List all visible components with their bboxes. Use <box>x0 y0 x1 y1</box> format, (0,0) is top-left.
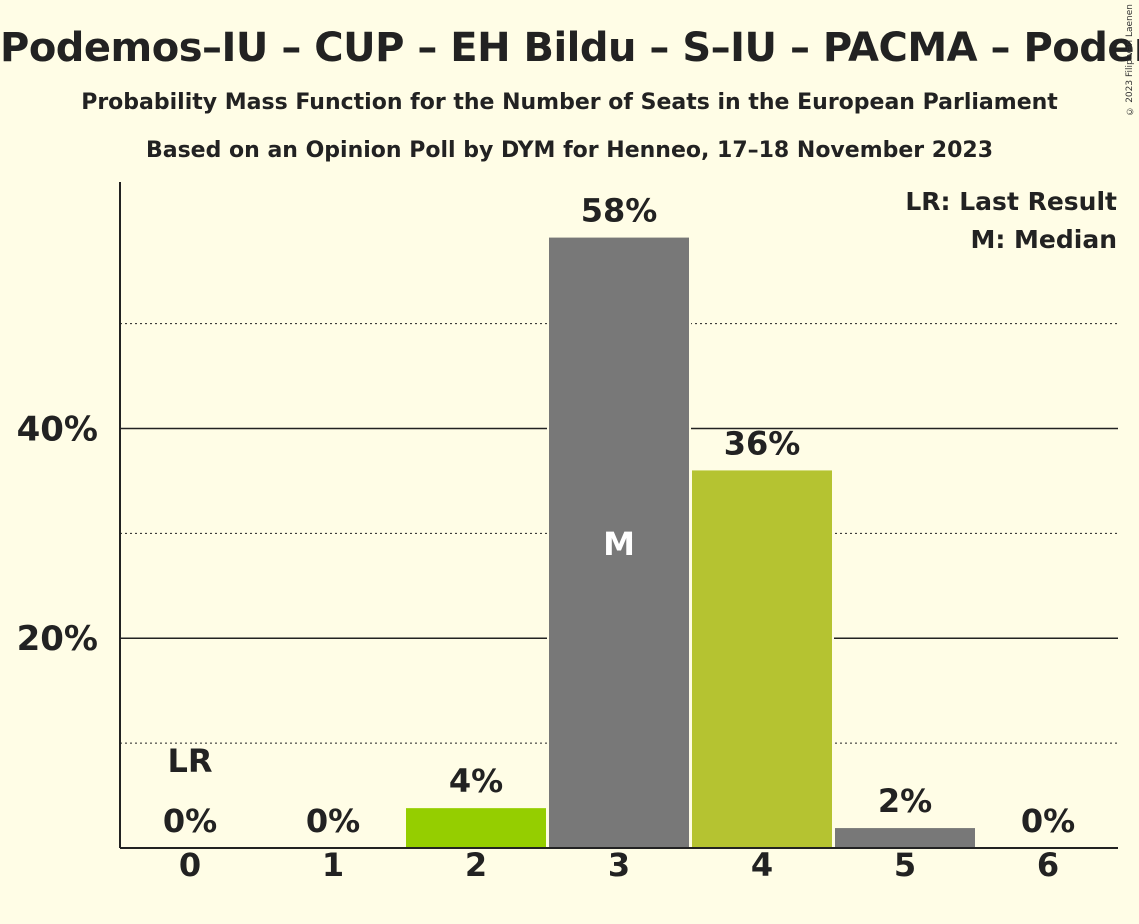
labels: 20% 40% 0% 0 0% 1 4% 2 58% 3 36% 4 2% 5 0% 6 M LR <box>17 192 1076 884</box>
x-tick-label: 4 <box>751 846 773 884</box>
x-tick-label: 2 <box>465 846 487 884</box>
chart-title: Podemos–IU – CUP – EH Bildu – S–IU – PAC… <box>0 25 1139 71</box>
axes <box>119 182 1118 849</box>
x-tick-label: 3 <box>608 846 630 884</box>
value-label: 2% <box>878 782 932 820</box>
last-result-marker: LR <box>167 742 212 780</box>
legend: LR: Last Result M: Median <box>905 187 1117 254</box>
y-tick-label: 40% <box>17 409 98 449</box>
chart-subtitle-source: Based on an Opinion Poll by DYM for Henn… <box>145 138 994 163</box>
x-tick-label: 5 <box>894 846 916 884</box>
value-label: 36% <box>724 424 801 462</box>
value-label: 0% <box>163 802 217 840</box>
median-marker: M <box>603 525 635 563</box>
x-tick-label: 1 <box>322 846 344 884</box>
x-tick-label: 6 <box>1037 846 1059 884</box>
legend-entry: LR: Last Result <box>905 187 1117 216</box>
legend-entry: M: Median <box>970 225 1117 254</box>
value-label: 4% <box>449 762 503 800</box>
chart-subtitle: Probability Mass Function for the Number… <box>81 90 1058 115</box>
bar-2 <box>406 808 546 848</box>
bar-5 <box>835 828 975 848</box>
value-label: 0% <box>306 802 360 840</box>
value-label: 0% <box>1021 802 1075 840</box>
y-tick-label: 20% <box>17 619 98 659</box>
bar-4 <box>692 470 832 848</box>
bars <box>404 235 977 848</box>
value-label: 58% <box>581 192 658 230</box>
x-tick-label: 0 <box>179 846 201 884</box>
bar-3 <box>549 237 689 848</box>
